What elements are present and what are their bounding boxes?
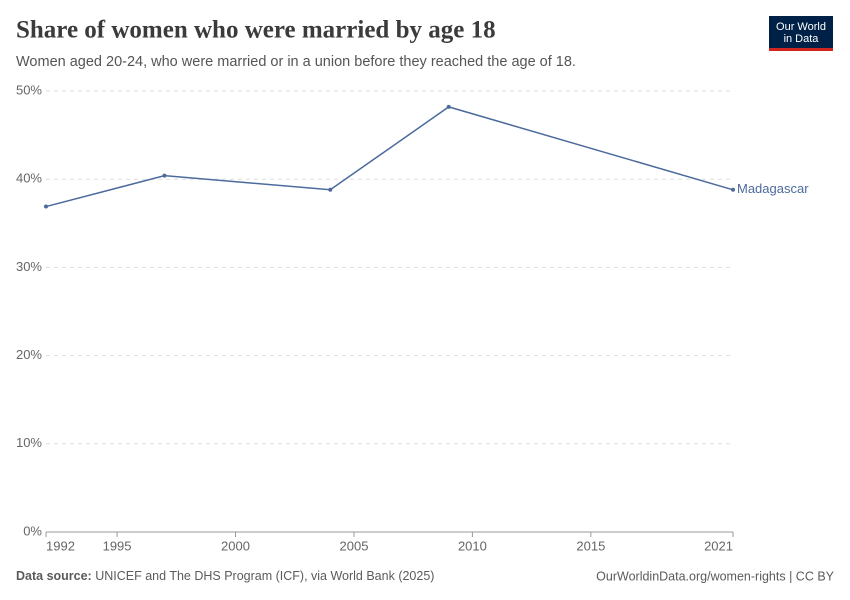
y-tick-label: 20%: [16, 347, 42, 362]
y-tick-label: 50%: [16, 82, 42, 97]
data-point: [446, 104, 451, 109]
y-tick-label: 10%: [16, 435, 42, 450]
data-point: [44, 204, 48, 209]
y-tick-label: 40%: [16, 171, 42, 186]
x-tick-label: 2005: [340, 538, 369, 553]
y-tick-label: 30%: [16, 259, 42, 274]
source-text: UNICEF and The DHS Program (ICF), via Wo…: [95, 569, 434, 583]
footer-link[interactable]: OurWorldinData.org/women-rights | CC BY: [596, 569, 834, 583]
series-label: Madagascar: [737, 181, 809, 196]
source: Data source: UNICEF and The DHS Program …: [16, 569, 434, 583]
logo-text: Our World: [776, 21, 826, 33]
logo-text: in Data: [784, 33, 820, 45]
x-tick-label: 1995: [103, 538, 132, 553]
logo-box: [769, 16, 833, 50]
y-tick-label: 0%: [23, 523, 42, 538]
logo[interactable]: Our World in Data: [769, 16, 833, 51]
logo-bar: [769, 48, 833, 51]
x-tick-label: 2021: [704, 538, 733, 553]
x-tick-label: 1992: [46, 538, 75, 553]
data-point: [328, 187, 333, 192]
source-label: Data source:: [16, 569, 92, 583]
chart-title: Share of women who were married by age 1…: [16, 17, 496, 44]
chart-subtitle: Women aged 20-24, who were married or in…: [16, 54, 576, 70]
x-tick-label: 2010: [458, 538, 487, 553]
data-point: [731, 187, 735, 192]
x-tick-label: 2015: [576, 538, 605, 553]
x-tick-label: 2000: [221, 538, 250, 553]
series-line: [45, 106, 734, 208]
data-point: [162, 173, 167, 178]
